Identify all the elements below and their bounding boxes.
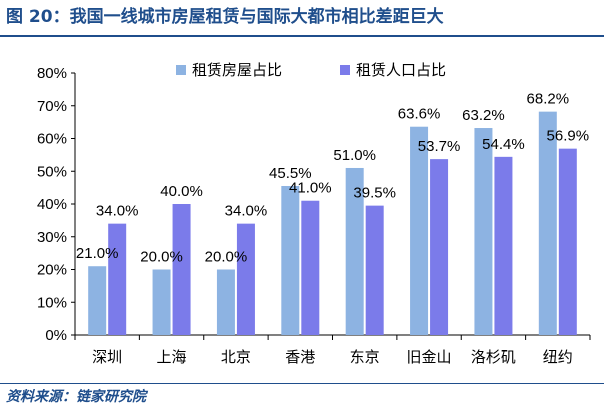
y-tick-label: 80%: [37, 65, 67, 82]
bar: [494, 156, 513, 335]
bar-chart: 0% 10% 20% 30% 40% 50% 60% 70% 80% 深圳 上海 北京 香港 东京 旧金山 洛…: [37, 62, 591, 366]
y-tick-label: 50%: [37, 163, 67, 180]
x-tick-label: 东京: [350, 349, 380, 366]
bar: [410, 126, 429, 336]
bar: [108, 223, 127, 335]
figure-title: 图 20：我国一线城市房屋租赁与国际大都市相比差距巨大: [6, 7, 444, 27]
y-tick-label: 60%: [37, 131, 67, 148]
bar: [538, 111, 557, 336]
x-tick-label: 上海: [157, 349, 187, 366]
source-divider: [0, 383, 604, 384]
data-label: 63.6%: [398, 106, 441, 123]
x-tick-label: 纽约: [543, 349, 573, 366]
title-divider: [0, 35, 604, 37]
bar: [281, 185, 300, 335]
chart-data-labels: 21.0% 20.0% 20.0% 45.5% 51.0% 63.6% 63.2% 68.2%…: [76, 91, 589, 266]
bar: [88, 266, 107, 335]
bar: [152, 269, 171, 335]
data-label: 54.4%: [482, 136, 525, 153]
bar: [172, 204, 191, 335]
chart-legend: 租赁房屋占比 租赁人口占比: [176, 62, 446, 79]
bar: [558, 148, 577, 335]
data-label: 63.2%: [462, 107, 505, 124]
legend-swatch: [176, 65, 186, 75]
chart-bars: [88, 111, 577, 336]
bar: [216, 269, 235, 335]
bar: [430, 159, 449, 335]
chart-axes: 0% 10% 20% 30% 40% 50% 60% 70% 80% 深圳 上海 北京 香港 东京 旧金山 洛…: [37, 65, 591, 366]
legend-swatch: [340, 65, 350, 75]
legend-label: 租赁房屋占比: [192, 62, 282, 79]
data-label: 34.0%: [96, 203, 139, 220]
legend-label: 租赁人口占比: [356, 62, 446, 79]
data-label: 68.2%: [527, 91, 570, 108]
y-tick-label: 10%: [37, 294, 67, 311]
source-note: 资料来源：链家研究院: [6, 389, 146, 405]
data-label: 53.7%: [418, 138, 461, 155]
data-label: 20.0%: [205, 249, 248, 266]
data-label: 56.9%: [547, 128, 590, 145]
y-tick-label: 0%: [45, 327, 67, 344]
y-tick-label: 30%: [37, 229, 67, 246]
y-tick-label: 70%: [37, 98, 67, 115]
data-label: 39.5%: [353, 185, 396, 202]
data-label: 40.0%: [160, 183, 203, 200]
data-label: 51.0%: [333, 147, 376, 164]
bar: [236, 223, 255, 335]
bar: [474, 128, 493, 335]
bar: [365, 205, 384, 335]
bar: [301, 200, 320, 335]
x-tick-label: 旧金山: [407, 349, 452, 366]
data-label: 34.0%: [225, 203, 268, 220]
data-label: 21.0%: [76, 245, 119, 262]
x-tick-label: 香港: [285, 349, 315, 366]
bar: [345, 167, 364, 335]
data-label: 45.5%: [269, 165, 312, 182]
y-tick-label: 40%: [37, 196, 67, 213]
x-tick-label: 深圳: [92, 349, 122, 366]
data-label: 41.0%: [289, 180, 332, 197]
x-tick-label: 洛杉矶: [471, 349, 516, 366]
y-tick-label: 20%: [37, 262, 67, 279]
x-tick-label: 北京: [221, 349, 251, 366]
data-label: 20.0%: [140, 249, 183, 266]
